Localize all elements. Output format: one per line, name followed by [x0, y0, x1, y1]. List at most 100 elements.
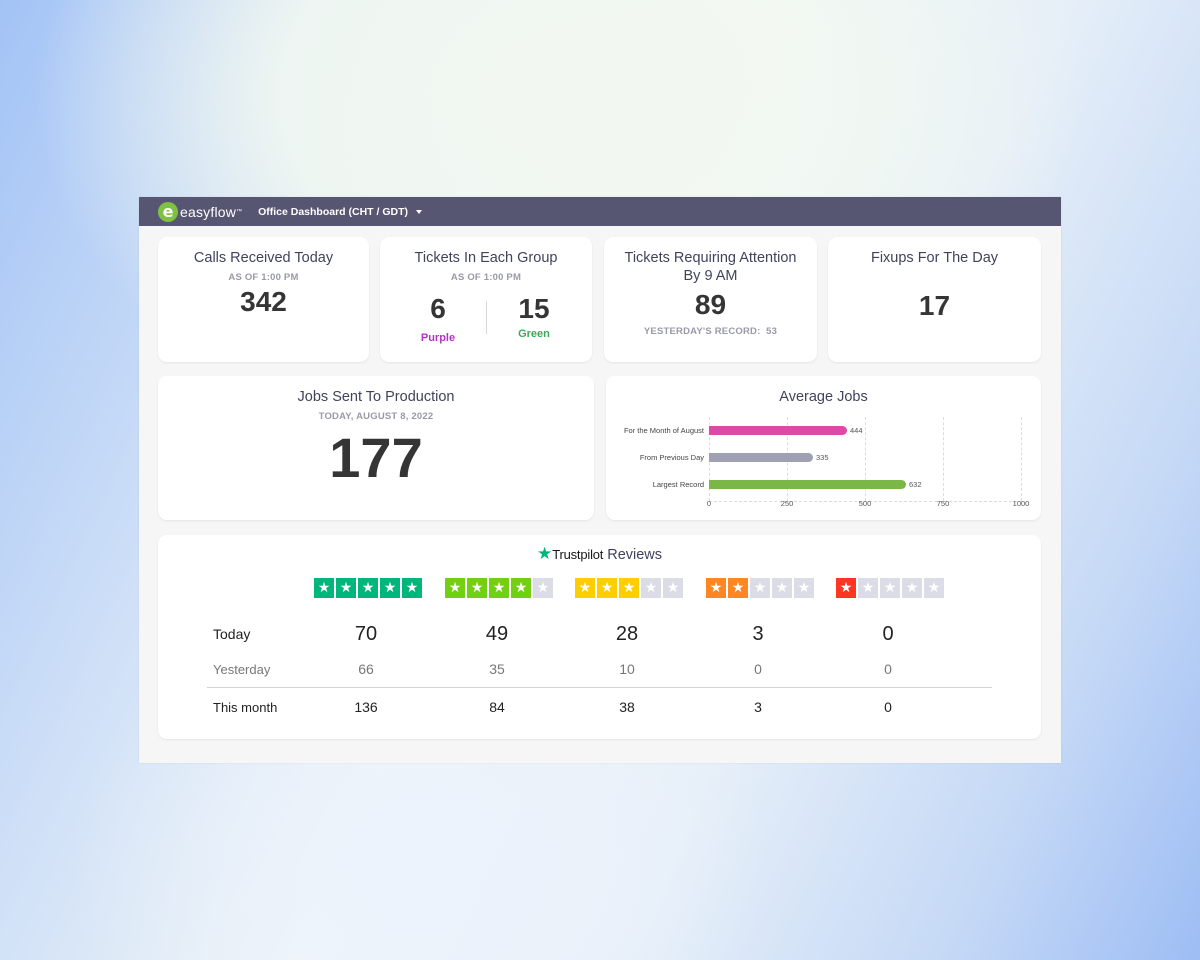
- cell: 0: [884, 661, 892, 677]
- gridline: [943, 417, 944, 501]
- chart-title: Average Jobs: [779, 389, 868, 405]
- card-subtitle: TODAY, AUGUST 8, 2022: [318, 411, 434, 422]
- star-empty-icon: ★: [533, 578, 553, 598]
- green-label: Green: [518, 328, 550, 340]
- cell: 66: [358, 661, 374, 677]
- star-empty-icon: ★: [750, 578, 770, 598]
- gridline: [865, 417, 866, 501]
- cell: 84: [489, 699, 505, 715]
- table-row-today: Today 70 49 28 3 0: [207, 617, 992, 651]
- star-empty-icon: ★: [858, 578, 878, 598]
- cell: 0: [882, 622, 894, 645]
- star-empty-icon: ★: [880, 578, 900, 598]
- easyflow-logo[interactable]: e easyflow ™: [158, 201, 243, 222]
- card-subtitle: AS OF 1:00 PM: [228, 272, 299, 283]
- table-divider: [207, 687, 992, 688]
- rating-4-stars: ★ ★ ★ ★ ★: [445, 578, 553, 598]
- trustpilot-star-icon: ★: [536, 544, 553, 563]
- gridline: [1021, 417, 1022, 501]
- cell: 28: [615, 622, 639, 645]
- star-icon: ★: [445, 578, 465, 598]
- table-row-yesterday: Yesterday 66 35 10 0 0: [207, 651, 992, 687]
- calls-received-card: Calls Received Today AS OF 1:00 PM 342: [158, 237, 369, 362]
- cell: 3: [752, 622, 764, 645]
- star-empty-icon: ★: [924, 578, 944, 598]
- rating-5-stars: ★ ★ ★ ★ ★: [314, 578, 422, 598]
- x-tick: 1000: [1012, 499, 1030, 508]
- cell: 136: [354, 699, 378, 715]
- purple-value: 6: [430, 293, 446, 324]
- star-icon: ★: [728, 578, 748, 598]
- trademark-mark: ™: [236, 208, 243, 215]
- production-value: 177: [329, 426, 423, 489]
- bar-august[interactable]: [709, 426, 847, 435]
- x-tick: 250: [780, 499, 794, 508]
- row-label: Yesterday: [213, 661, 271, 677]
- star-empty-icon: ★: [794, 578, 814, 598]
- card-title: Fixups For The Day: [870, 250, 999, 266]
- card-title: Tickets In Each Group: [414, 250, 558, 266]
- fixups-value: 17: [918, 290, 951, 321]
- card-title: Jobs Sent To Production: [297, 389, 455, 405]
- dashboard-panel: e easyflow ™ Office Dashboard (CHT / GDT…: [139, 197, 1061, 763]
- cell: 10: [619, 661, 635, 677]
- jobs-production-card: Jobs Sent To Production TODAY, AUGUST 8,…: [158, 376, 594, 520]
- bar-value: 335: [816, 453, 829, 462]
- cell: 49: [485, 622, 509, 645]
- attention-value: 89: [694, 289, 727, 320]
- x-axis: [709, 501, 1022, 502]
- dashboard-title: Office Dashboard (CHT / GDT): [258, 205, 409, 218]
- bar-label: From Previous Day: [639, 453, 704, 462]
- card-title: Calls Received Today: [193, 250, 334, 266]
- dashboard-selector[interactable]: Office Dashboard (CHT / GDT): [242, 205, 423, 218]
- cell: 70: [354, 622, 378, 645]
- star-icon: ★: [358, 578, 378, 598]
- rating-2-stars: ★ ★ ★ ★ ★: [706, 578, 814, 598]
- green-value: 15: [518, 293, 550, 324]
- bar-label: For the Month of August: [623, 426, 704, 435]
- fixups-card: Fixups For The Day 17: [828, 237, 1041, 362]
- star-icon: ★: [511, 578, 531, 598]
- star-icon: ★: [380, 578, 400, 598]
- bar-value: 444: [850, 426, 863, 435]
- bar-previous-day[interactable]: [709, 453, 813, 462]
- top-bar: e easyflow ™ Office Dashboard (CHT / GDT…: [139, 197, 1061, 226]
- cell: 0: [754, 661, 762, 677]
- average-jobs-card: Average Jobs For the Month of August 444…: [606, 376, 1041, 520]
- star-icon: ★: [314, 578, 334, 598]
- bar-largest-record[interactable]: [709, 480, 906, 489]
- chevron-down-icon: [416, 210, 423, 214]
- star-icon: ★: [619, 578, 639, 598]
- yesterday-record: YESTERDAY'S RECORD: 53: [643, 326, 778, 337]
- trustpilot-brand: Trustpilot: [552, 547, 604, 562]
- group-purple: 6 Purple: [391, 293, 486, 344]
- group-divider: [485, 301, 487, 334]
- table-row-this-month: This month 136 84 38 3 0: [207, 688, 992, 726]
- reviews-table: Today 70 49 28 3 0 Yesterday 66 35 10 0 …: [207, 617, 992, 726]
- average-jobs-chart: Average Jobs For the Month of August 444…: [606, 376, 1041, 520]
- star-empty-icon: ★: [663, 578, 683, 598]
- card-title-line1: Tickets Requiring Attention: [624, 250, 797, 266]
- cell: 35: [489, 661, 505, 677]
- bar-value: 632: [909, 480, 922, 489]
- bar-label: Largest Record: [652, 480, 704, 489]
- cell: 0: [884, 699, 892, 715]
- reviews-title: Reviews: [607, 547, 663, 563]
- star-icon: ★: [575, 578, 595, 598]
- group-split: 6 Purple 15 Green: [380, 293, 592, 344]
- x-tick: 750: [936, 499, 950, 508]
- cell: 38: [619, 699, 635, 715]
- purple-label: Purple: [420, 332, 456, 344]
- calls-value: 342: [240, 286, 287, 317]
- star-empty-icon: ★: [772, 578, 792, 598]
- star-icon: ★: [467, 578, 487, 598]
- card-subtitle: AS OF 1:00 PM: [450, 272, 522, 283]
- cell: 3: [754, 699, 762, 715]
- tickets-group-card: Tickets In Each Group AS OF 1:00 PM 6 Pu…: [380, 237, 592, 362]
- star-empty-icon: ★: [641, 578, 661, 598]
- group-green: 15 Green: [487, 293, 582, 344]
- star-icon: ★: [597, 578, 617, 598]
- row-label: This month: [213, 699, 278, 715]
- star-icon: ★: [836, 578, 856, 598]
- x-tick: 500: [858, 499, 872, 508]
